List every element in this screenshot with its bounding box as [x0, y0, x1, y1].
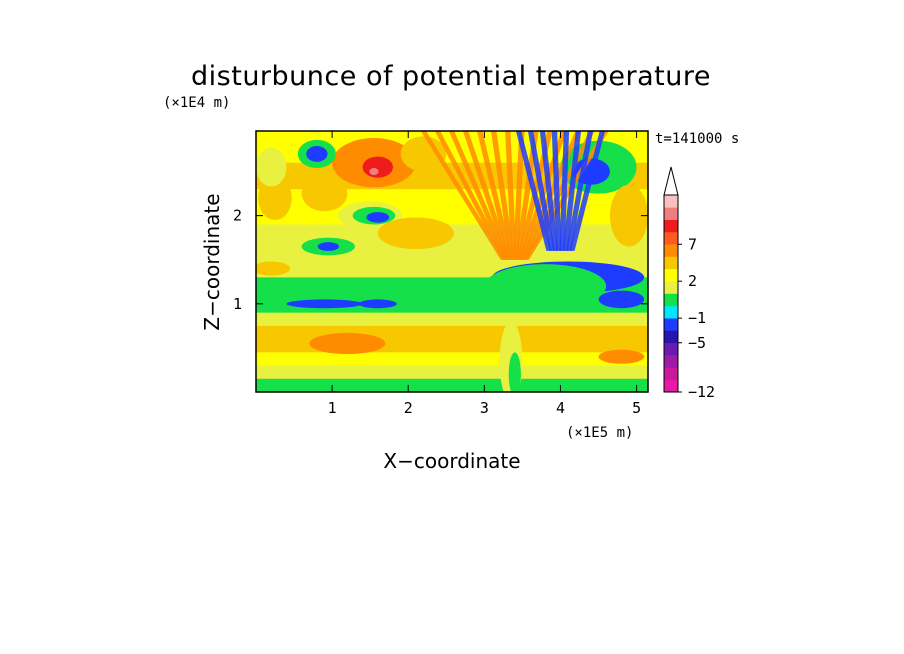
wave-stripe-0-8 [514, 131, 539, 260]
colorbar-swatch-6 [664, 305, 678, 319]
plot-frame [255, 130, 649, 393]
y-units-label: (×1E4 m) [163, 95, 230, 111]
colorbar-swatch-14 [664, 207, 678, 220]
contour-cell-22 [358, 299, 397, 309]
colorbar-swatch-2 [664, 355, 678, 368]
contour-cell-7 [366, 212, 390, 223]
x-tick-label: 4 [556, 399, 565, 417]
wave-stripe-1-4 [559, 131, 570, 251]
wave-stripe-1-6 [565, 131, 594, 251]
x-tick-label: 5 [632, 399, 641, 417]
contour-band-7 [256, 312, 648, 327]
contour-cell-1 [362, 156, 394, 178]
contour-cell-24 [598, 349, 645, 364]
colorbar-tick-label: 7 [688, 235, 697, 253]
contour-cell-17 [609, 184, 648, 247]
contour-cell-27 [256, 261, 291, 276]
wave-stripe-0-0 [420, 131, 507, 260]
contour-cell-13 [256, 147, 287, 187]
wave-stripe-0-5 [491, 131, 515, 260]
colorbar-swatch-5 [664, 318, 678, 331]
colorbar-tick-label: −5 [688, 334, 706, 352]
colorbar-frame [663, 194, 679, 393]
contour-cell-9 [317, 242, 339, 251]
wave-stripe-0-7 [513, 131, 525, 260]
wave-stripe-0-4 [477, 131, 514, 260]
wave-stripe-0-2 [448, 131, 510, 260]
colorbar-swatch-12 [664, 231, 678, 245]
colorbar-tick-label: 2 [688, 272, 697, 290]
colorbar: −12−5−127 [663, 166, 715, 401]
y-axis: 12 [233, 207, 648, 313]
contour-cell-4 [306, 145, 328, 162]
colorbar-swatch-9 [664, 268, 678, 282]
colorbar-swatch-11 [664, 244, 678, 257]
colorbar-swatch-15 [664, 195, 678, 208]
wave-stripe-0-1 [434, 131, 508, 260]
y-axis-label: Z−coordinate [200, 193, 224, 330]
colorbar-swatch-13 [664, 219, 678, 233]
contour-cell-26 [508, 352, 521, 392]
y-tick-label: 2 [233, 207, 242, 225]
contour-band-11 [256, 378, 648, 392]
colorbar-swatch-0 [664, 379, 678, 393]
wave-stripe-0-6 [505, 131, 517, 260]
colorbar-swatch-7 [664, 293, 678, 307]
colorbar-tick-label: −12 [688, 383, 715, 401]
contour-cell-21 [286, 299, 363, 309]
wave-stripe-1-7 [569, 131, 605, 251]
x-tick-label: 2 [404, 399, 413, 417]
x-tick-label: 3 [480, 399, 489, 417]
contour-field [256, 131, 648, 392]
time-label: t=141000 s [655, 131, 739, 147]
contour-cell-19 [484, 264, 607, 309]
x-tick-label: 1 [328, 399, 337, 417]
colorbar-tick-label: −1 [688, 309, 706, 327]
contour-cell-11 [301, 175, 348, 212]
wave-stripe-1-1 [527, 131, 555, 251]
wave-stripe-1-3 [551, 131, 562, 251]
contour-cell-23 [309, 332, 386, 355]
x-units-label: (×1E5 m) [566, 425, 633, 441]
contour-band-10 [256, 365, 648, 380]
x-axis-label: X−coordinate [383, 449, 520, 473]
contour-cell-10 [258, 175, 292, 221]
colorbar-swatch-4 [664, 330, 678, 344]
wave-stripe-1-0 [515, 131, 552, 251]
colorbar-swatch-8 [664, 281, 678, 294]
contour-cell-12 [377, 217, 454, 250]
wave-stripe-1-5 [562, 131, 582, 251]
wave-stripe-0-3 [462, 131, 512, 260]
colorbar-swatch-1 [664, 367, 678, 380]
contour-cell-2 [369, 168, 379, 176]
colorbar-swatch-10 [664, 256, 678, 270]
colorbar-swatch-3 [664, 342, 678, 356]
y-tick-label: 1 [233, 295, 242, 313]
colorbar-extend-arrow [663, 166, 679, 196]
contour-cell-20 [598, 290, 645, 309]
chart-title: disturbunce of potential temperature [191, 61, 711, 92]
wave-stripe-1-2 [539, 131, 559, 251]
x-axis: 1 2 3 4 5 [328, 131, 641, 417]
contour-band-9 [256, 352, 648, 367]
